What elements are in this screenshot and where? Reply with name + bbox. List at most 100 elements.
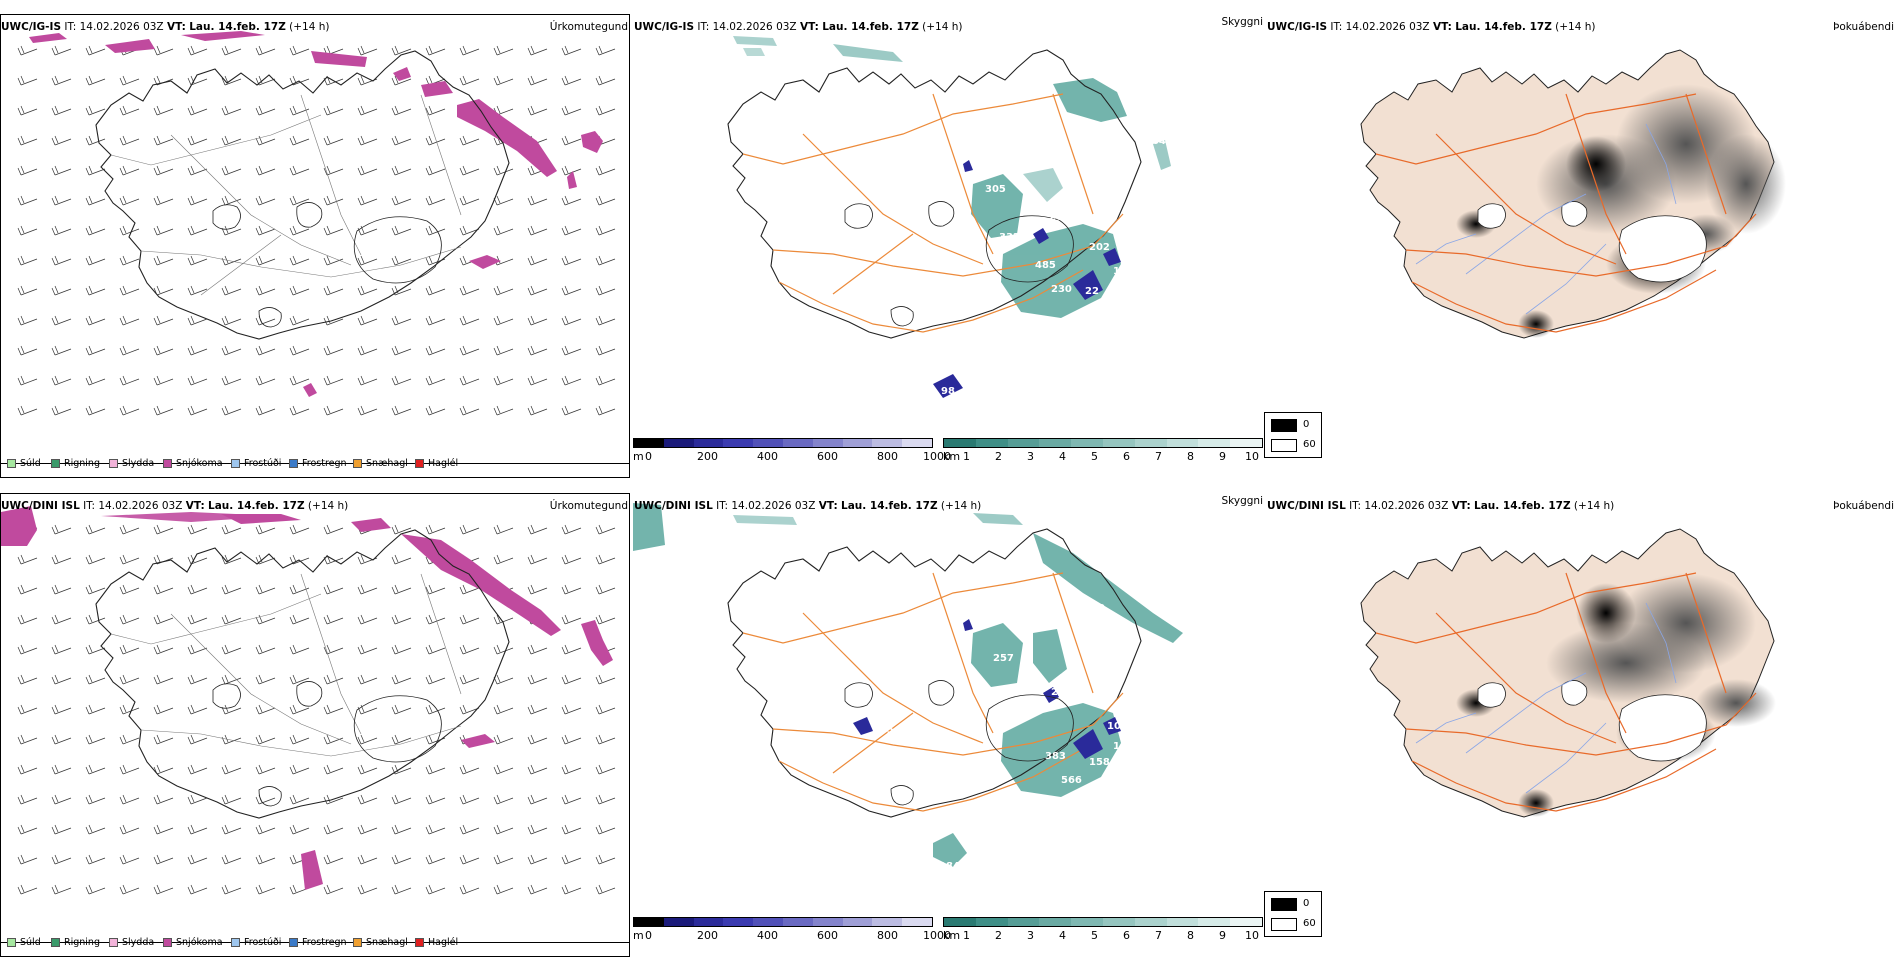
wind-barb — [187, 614, 208, 625]
wind-barb — [391, 225, 412, 236]
wind-barb — [289, 165, 310, 176]
wind-barb — [289, 135, 310, 146]
wind-barb — [221, 345, 242, 356]
wind-barb — [255, 345, 276, 356]
wind-barb — [255, 285, 276, 296]
wind-barb — [323, 165, 344, 176]
wind-barb — [289, 644, 310, 655]
wind-barb — [527, 644, 548, 655]
wind-barb — [289, 524, 310, 535]
wind-barb — [493, 315, 514, 326]
wind-barb — [119, 315, 140, 326]
svg-text:485: 485 — [1035, 260, 1056, 271]
wind-barb — [425, 644, 446, 655]
wind-barb — [493, 614, 514, 625]
cloudbase-areas — [853, 619, 1121, 759]
wind-barb — [255, 764, 276, 775]
wind-barb — [459, 285, 480, 296]
wind-barb — [459, 75, 480, 86]
wind-barb — [323, 255, 344, 266]
wind-barb — [85, 135, 106, 146]
wind-barb — [289, 764, 310, 775]
wind-barb — [289, 794, 310, 805]
wind-barb — [153, 195, 174, 206]
wind-barb — [425, 255, 446, 266]
wind-barb — [527, 704, 548, 715]
wind-barb — [289, 375, 310, 386]
roads-red — [1375, 572, 1757, 812]
svg-text:103: 103 — [1107, 721, 1128, 732]
panel-variable: Skyggni — [1221, 495, 1264, 507]
wind-barb — [357, 225, 378, 236]
wind-barb — [323, 734, 344, 745]
wind-barb — [289, 734, 310, 745]
panel-title: UWC/IG-IS IT: 14.02.2026 03Z VT: Lau. 14… — [1, 21, 330, 33]
wind-barbs — [17, 524, 616, 895]
wind-barb — [527, 554, 548, 565]
wind-barb — [17, 884, 38, 895]
precip-type-panel-dini: UWC/DINI ISL IT: 14.02.2026 03Z VT: Lau.… — [0, 493, 630, 959]
wind-barb — [595, 255, 616, 266]
wind-barb — [255, 375, 276, 386]
wind-barb — [221, 75, 242, 86]
wind-barb — [17, 225, 38, 236]
svg-text:50: 50 — [959, 242, 973, 253]
legend-rigning: Rigning — [51, 458, 100, 469]
svg-text:10: 10 — [1091, 603, 1105, 614]
wind-barb — [459, 135, 480, 146]
wind-barb — [85, 165, 106, 176]
wind-barb — [153, 734, 174, 745]
wind-barb — [323, 884, 344, 895]
svg-text:230: 230 — [1051, 284, 1072, 295]
wind-barb — [85, 285, 106, 296]
fog-legend: 0 60 — [1264, 412, 1322, 458]
wind-barb — [153, 165, 174, 176]
svg-text:343: 343 — [1171, 617, 1192, 628]
wind-barb — [187, 135, 208, 146]
legend-snaehagl: Snæhagl — [353, 458, 408, 469]
wind-barb — [425, 165, 446, 176]
visibility-colorbar — [943, 917, 1263, 927]
wind-barb — [459, 524, 480, 535]
wind-barb — [289, 105, 310, 116]
fog-map — [1266, 493, 1896, 943]
wind-barb — [187, 704, 208, 715]
wind-barb — [221, 45, 242, 56]
cloudbase-colorbar — [633, 917, 933, 927]
wind-barb — [561, 554, 582, 565]
wind-barb — [51, 165, 72, 176]
wind-barb — [51, 255, 72, 266]
wind-barb — [527, 195, 548, 206]
svg-text:202: 202 — [1089, 242, 1110, 253]
wind-barb — [85, 45, 106, 56]
wind-barb — [119, 524, 140, 535]
wind-barb — [17, 285, 38, 296]
wind-barb — [561, 524, 582, 535]
wind-barb — [221, 764, 242, 775]
wind-barb — [255, 614, 276, 625]
wind-barb — [51, 524, 72, 535]
wind-barb — [595, 165, 616, 176]
wind-barb — [255, 165, 276, 176]
wind-barb — [595, 285, 616, 296]
wind-barb — [561, 75, 582, 86]
wind-barb — [51, 45, 72, 56]
wind-barb — [323, 824, 344, 835]
wind-barb — [51, 315, 72, 326]
wind-barb — [391, 554, 412, 565]
snow-areas — [1, 506, 613, 890]
legend-snjokoma: Snjókoma — [163, 458, 223, 469]
wind-barb — [119, 674, 140, 685]
wind-barb — [51, 135, 72, 146]
legend-frostregn: Frostregn — [289, 458, 347, 469]
wind-barb — [289, 405, 310, 416]
snow-areas — [29, 31, 603, 397]
wind-barb — [187, 884, 208, 895]
wind-barb — [51, 105, 72, 116]
wind-barb — [85, 734, 106, 745]
cloudbase-visibility-panel-igis: 305 333 204 202 485 129 230 22 364 18 50… — [633, 16, 1263, 463]
wind-barb — [561, 824, 582, 835]
wind-barb — [85, 704, 106, 715]
wind-barb — [17, 165, 38, 176]
wind-barb — [425, 704, 446, 715]
